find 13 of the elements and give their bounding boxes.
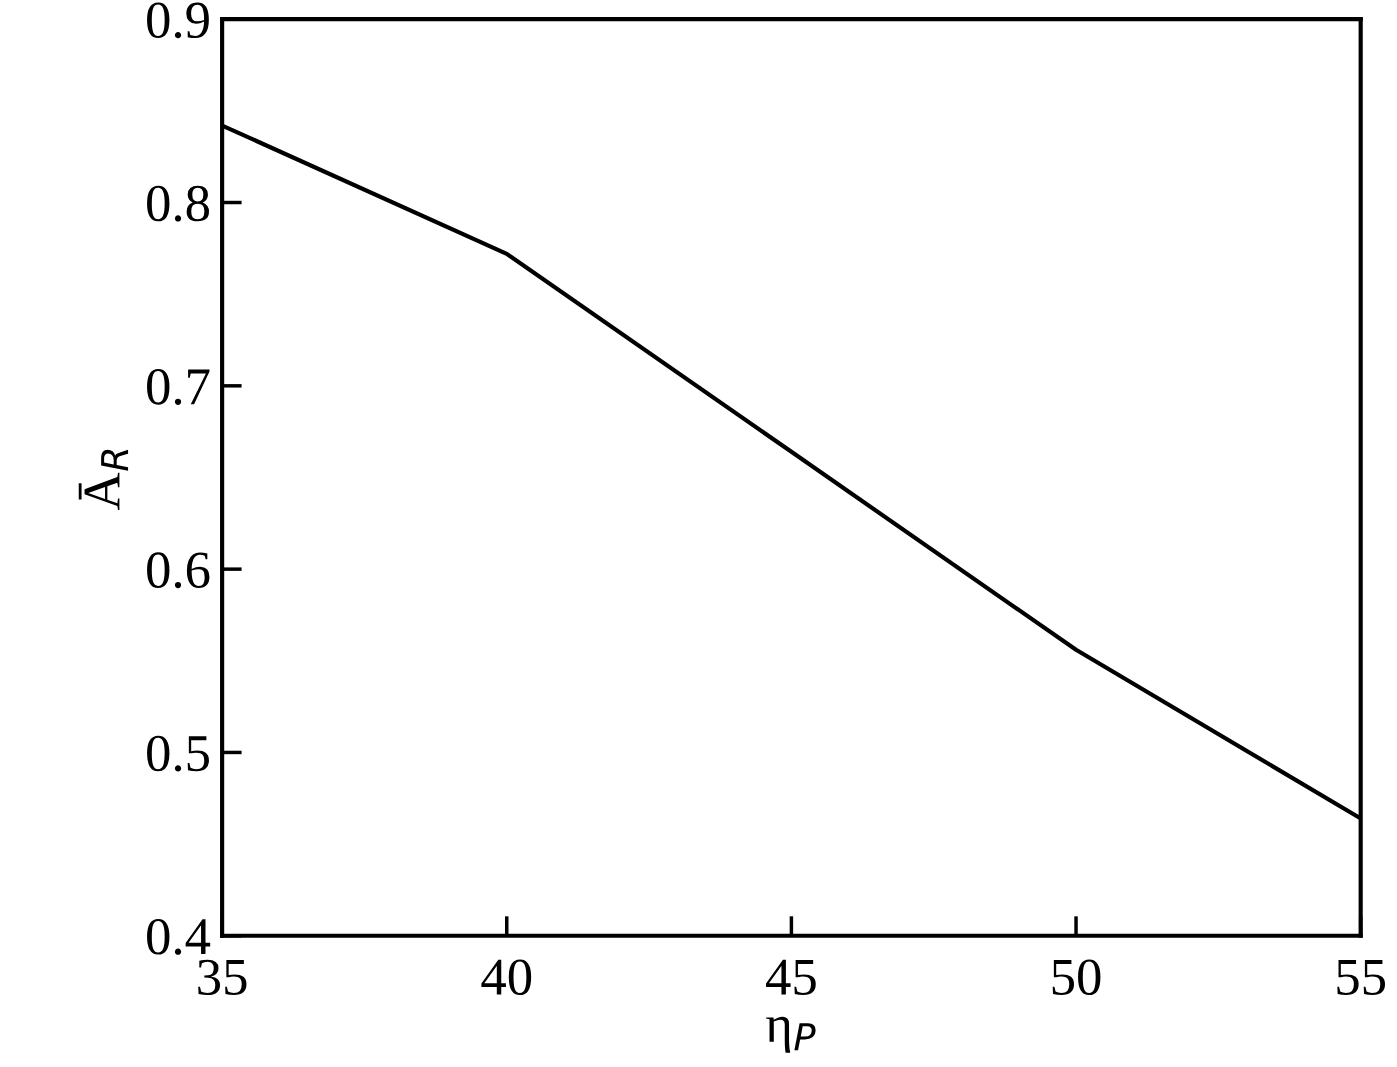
y-tick-label: 0.7: [147, 369, 210, 405]
y-tick-label: 0.5: [147, 735, 209, 772]
x-tick-label: 45: [766, 959, 816, 996]
x-tick-label: 50: [1052, 959, 1101, 996]
x-axis-title: η$_{P}$: [766, 1016, 816, 1053]
y-tick-label: 0.8: [147, 185, 209, 222]
x-tick-label: 35: [198, 959, 247, 996]
x-tick-label: 40: [481, 959, 532, 996]
y-axis-title: Ā$_{R}$: [78, 449, 129, 510]
y-tick-label: 0.9: [147, 2, 209, 39]
x-tick-label: 55: [1337, 960, 1386, 996]
y-tick-label: 0.4: [147, 918, 211, 955]
y-tick-label: 0.6: [147, 552, 210, 589]
